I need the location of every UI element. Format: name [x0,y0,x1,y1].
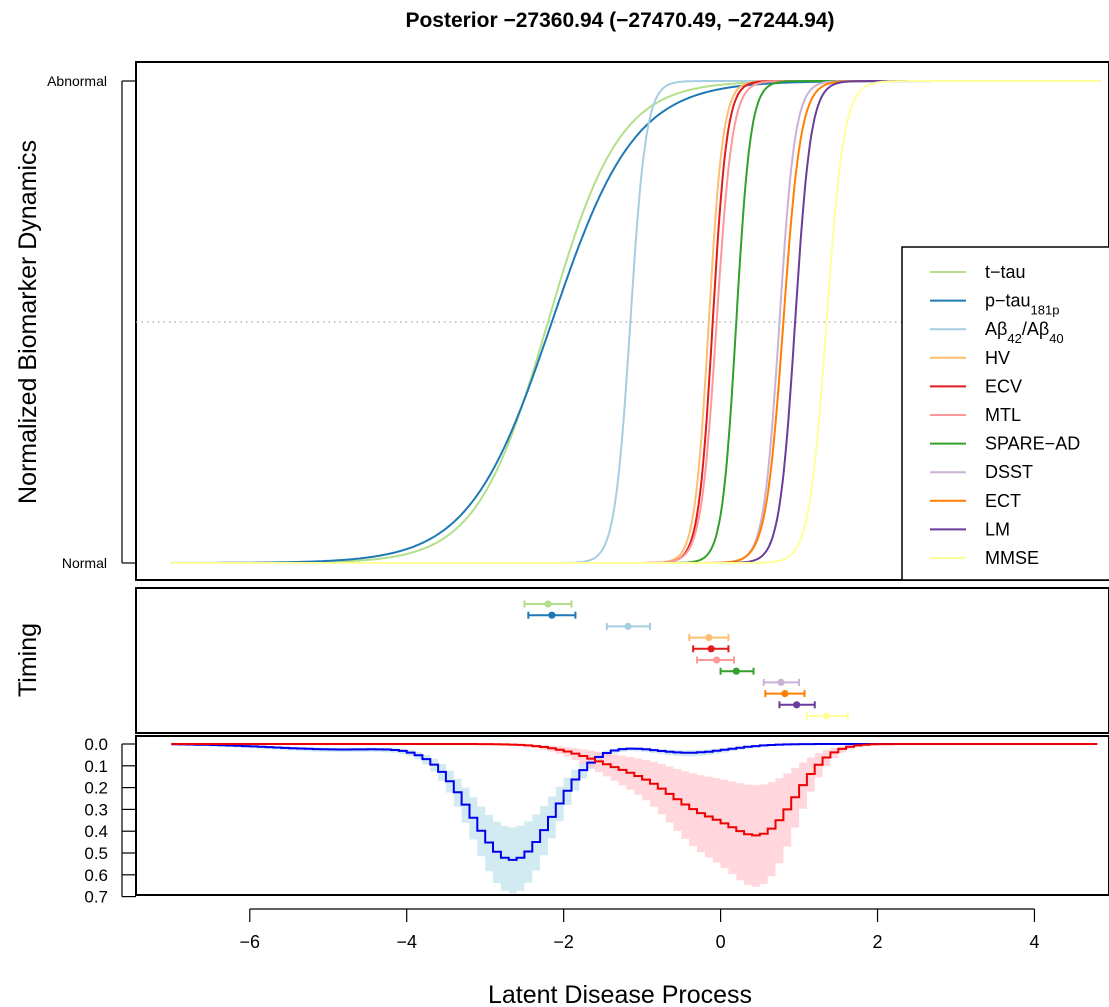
density-panel: 0.0 0.1 0.2 0.3 0.4 0.5 0.6 0.7 −6 −4 −2 0 2 4 Laten… [84,735,1109,1007]
density-lines [171,743,1098,861]
x-tick-label: 2 [873,932,883,952]
dynamics-frame [135,61,1109,581]
timing-point-mtl [713,656,721,664]
legend-label-lm: LM [985,519,1010,539]
legend-box [901,246,1109,581]
y-tick-label-normal: Normal [62,555,107,571]
y-tick-label-abnormal: Abnormal [47,73,107,89]
legend-label-dsst: DSST [985,462,1033,482]
timing-point-t-tau [544,600,552,608]
legend-label-p-tau181p: p−tau181p [985,291,1059,318]
density-y-tick-label: 0.6 [84,866,108,885]
timing-point-ect [781,690,789,698]
legend-label-ecv: ECV [985,376,1022,396]
x-tick-label: −2 [553,932,574,952]
timing-points [523,600,849,720]
density-y-tick-label: 0.7 [84,888,108,907]
x-axis-label: Latent Disease Process [488,981,752,1007]
timing-point-hv [705,634,713,642]
legend-label-t-tau: t−tau [985,262,1026,282]
dynamics-panel: Abnormal Normal Normalized Biomarker Dyn… [14,61,1109,581]
y-axis-label-timing: Timing [14,623,42,697]
chart-title: Posterior −27360.94 (−27470.49, −27244.9… [405,9,834,32]
legend-label-spare-ad: SPARE−AD [985,434,1080,454]
density-y-tick-label: 0.2 [84,779,108,798]
legend-label-mmse: MMSE [985,548,1039,568]
timing-frame [135,587,1109,734]
legend-label-ect: ECT [985,491,1021,511]
density-band-red [171,744,1098,887]
density-y-tick-label: 0.3 [84,800,108,819]
density-frame [135,735,1109,896]
x-tick-label: 4 [1029,932,1039,952]
legend-label-hv: HV [985,348,1010,368]
timing-point-mmse [822,712,831,720]
timing-panel: Timing [14,587,1109,734]
x-tick-label: −4 [396,932,417,952]
density-line-red [171,743,1098,837]
x-axis: −6 −4 −2 0 2 4 [240,908,1039,952]
curve-mmse [171,80,1101,564]
density-bands [171,744,1098,894]
density-y-tick-label: 0.1 [84,757,108,776]
density-y-axis: 0.0 0.1 0.2 0.3 0.4 0.5 0.6 0.7 [84,735,136,907]
x-tick-label: −6 [240,932,261,952]
y-axis-label-dynamics: Normalized Biomarker Dynamics [14,140,42,504]
density-line-blue [171,743,1098,861]
timing-point-spare-ad [732,667,740,675]
timing-point-ecv [707,645,715,653]
density-y-tick-label: 0.4 [84,822,108,841]
timing-point-lm [793,701,801,709]
density-y-tick-label: 0.0 [84,735,108,754]
density-y-tick-label: 0.5 [84,844,108,863]
timing-point-p-tau181p [548,611,556,619]
curve-layer [171,80,1101,564]
legend-label-a-42: Aβ42/Aβ40 [985,319,1064,346]
legend-label-mtl: MTL [985,405,1021,425]
timing-point-a-42-a-40 [624,622,632,631]
timing-point-dsst [777,678,785,687]
x-tick-label: 0 [716,932,726,952]
